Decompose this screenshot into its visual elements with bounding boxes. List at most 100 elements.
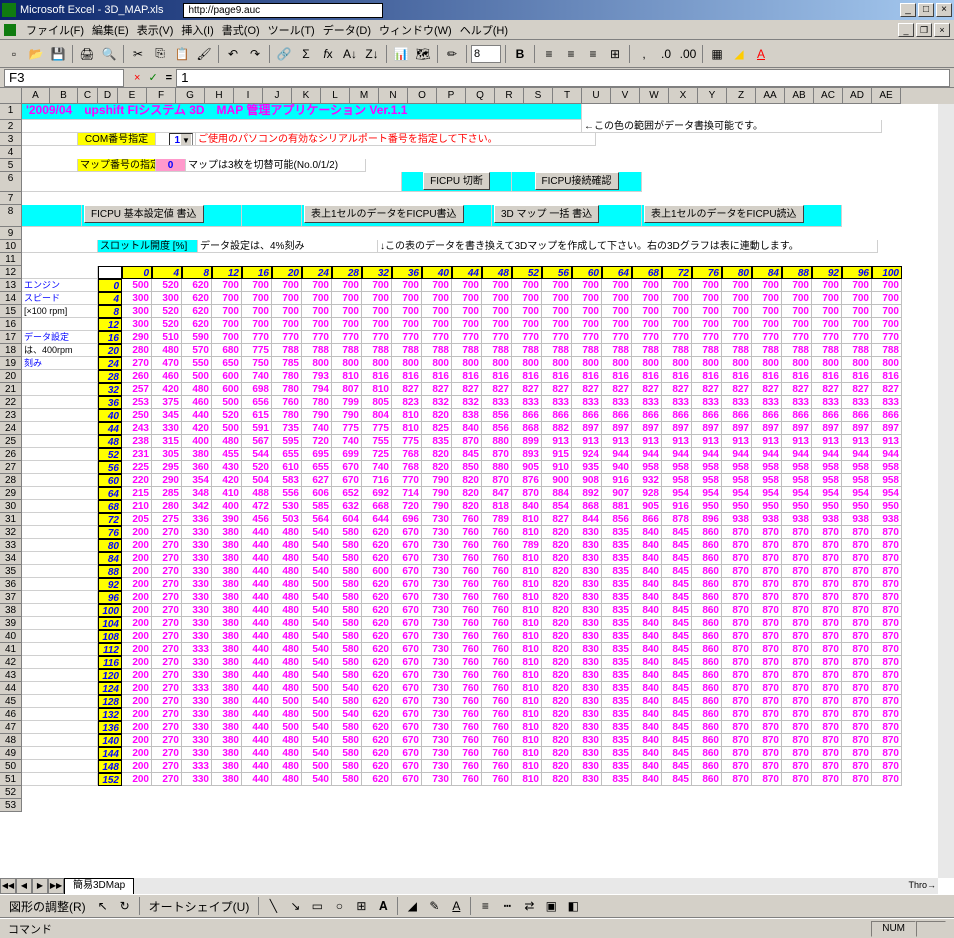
data-cell[interactable]: 860 — [692, 526, 722, 539]
column-header[interactable]: S — [524, 88, 553, 104]
data-cell[interactable]: 670 — [392, 656, 422, 669]
data-cell[interactable]: 700 — [482, 279, 512, 292]
cpu-disconnect-button[interactable]: FICPU 切断 — [423, 172, 490, 190]
column-header[interactable]: J — [263, 88, 292, 104]
data-cell[interactable]: 290 — [152, 474, 182, 487]
row-header[interactable]: 34 — [0, 552, 22, 565]
data-cell[interactable]: 866 — [722, 409, 752, 422]
data-cell[interactable]: 816 — [572, 370, 602, 383]
data-cell[interactable]: 700 — [452, 305, 482, 318]
data-cell[interactable]: 810 — [512, 682, 542, 695]
data-cell[interactable]: 835 — [602, 760, 632, 773]
data-cell[interactable]: 330 — [152, 422, 182, 435]
data-cell[interactable]: 870 — [782, 565, 812, 578]
data-cell[interactable]: 833 — [512, 396, 542, 409]
data-cell[interactable]: 700 — [302, 292, 332, 305]
data-cell[interactable]: 833 — [542, 396, 572, 409]
data-cell[interactable]: 870 — [722, 552, 752, 565]
data-cell[interactable]: 870 — [872, 630, 902, 643]
data-cell[interactable]: 870 — [782, 656, 812, 669]
data-cell[interactable]: 870 — [782, 721, 812, 734]
data-cell[interactable]: 730 — [422, 539, 452, 552]
data-cell[interactable]: 840 — [632, 565, 662, 578]
data-cell[interactable]: 400 — [182, 435, 212, 448]
data-cell[interactable]: 870 — [752, 708, 782, 721]
data-cell[interactable]: 810 — [512, 630, 542, 643]
data-cell[interactable]: 215 — [122, 487, 152, 500]
data-cell[interactable]: 827 — [842, 383, 872, 396]
data-cell[interactable]: 760 — [482, 760, 512, 773]
data-cell[interactable]: 700 — [302, 305, 332, 318]
data-cell[interactable]: 620 — [362, 773, 392, 786]
data-cell[interactable]: 760 — [452, 591, 482, 604]
data-cell[interactable]: 270 — [152, 578, 182, 591]
column-header[interactable]: W — [640, 88, 669, 104]
data-cell[interactable]: 830 — [572, 682, 602, 695]
data-cell[interactable]: 950 — [722, 500, 752, 513]
open-icon[interactable]: 📂 — [26, 44, 46, 64]
minimize-button[interactable]: _ — [900, 3, 916, 17]
menu-item[interactable]: ツール(T) — [268, 25, 315, 37]
data-cell[interactable]: 835 — [602, 669, 632, 682]
data-cell[interactable]: 700 — [422, 318, 452, 331]
data-cell[interactable]: 870 — [722, 656, 752, 669]
data-cell[interactable]: 750 — [242, 357, 272, 370]
data-cell[interactable]: 770 — [242, 331, 272, 344]
data-cell[interactable]: 832 — [422, 396, 452, 409]
data-cell[interactable]: 520 — [152, 305, 182, 318]
data-cell[interactable]: 480 — [272, 669, 302, 682]
data-cell[interactable]: 270 — [152, 747, 182, 760]
column-header[interactable]: Z — [727, 88, 756, 104]
data-cell[interactable]: 788 — [482, 344, 512, 357]
data-cell[interactable]: 833 — [692, 396, 722, 409]
data-cell[interactable]: 700 — [392, 292, 422, 305]
data-cell[interactable]: 720 — [392, 500, 422, 513]
formula-input[interactable] — [176, 69, 950, 87]
data-cell[interactable]: 270 — [152, 721, 182, 734]
data-cell[interactable]: 300 — [152, 292, 182, 305]
data-cell[interactable]: 700 — [392, 305, 422, 318]
rotate-icon[interactable]: ↻ — [115, 896, 135, 916]
data-cell[interactable]: 954 — [722, 487, 752, 500]
data-cell[interactable]: 800 — [332, 357, 362, 370]
data-cell[interactable]: 845 — [662, 747, 692, 760]
data-cell[interactable]: 620 — [362, 617, 392, 630]
data-cell[interactable]: 800 — [452, 357, 482, 370]
data-cell[interactable]: 860 — [692, 617, 722, 630]
app-menu-icon[interactable] — [4, 24, 16, 36]
data-cell[interactable]: 870 — [782, 682, 812, 695]
data-cell[interactable]: 760 — [452, 708, 482, 721]
row-header[interactable]: 32 — [0, 526, 22, 539]
data-cell[interactable]: 280 — [122, 344, 152, 357]
data-cell[interactable]: 200 — [122, 565, 152, 578]
data-cell[interactable]: 300 — [122, 305, 152, 318]
data-cell[interactable]: 938 — [812, 513, 842, 526]
data-cell[interactable]: 380 — [212, 578, 242, 591]
data-cell[interactable]: 833 — [662, 396, 692, 409]
column-header[interactable]: Y — [698, 88, 727, 104]
data-cell[interactable]: 300 — [122, 292, 152, 305]
data-cell[interactable]: 899 — [512, 435, 542, 448]
data-cell[interactable]: 580 — [332, 773, 362, 786]
data-cell[interactable]: 770 — [722, 331, 752, 344]
data-cell[interactable]: 655 — [272, 448, 302, 461]
data-cell[interactable]: 835 — [602, 526, 632, 539]
data-cell[interactable]: 270 — [152, 734, 182, 747]
data-cell[interactable]: 460 — [152, 370, 182, 383]
data-cell[interactable]: 892 — [572, 487, 602, 500]
data-cell[interactable]: 755 — [362, 435, 392, 448]
data-cell[interactable]: 913 — [662, 435, 692, 448]
basic-write-button[interactable]: FICPU 基本設定値 書込 — [84, 205, 204, 223]
cell-read-button[interactable]: 表上1セルのデータをFICPU読込 — [644, 205, 804, 223]
data-cell[interactable]: 330 — [182, 773, 212, 786]
row-header[interactable]: 4 — [0, 146, 22, 159]
data-cell[interactable]: 730 — [422, 747, 452, 760]
data-cell[interactable]: 500 — [302, 578, 332, 591]
data-cell[interactable]: 840 — [632, 721, 662, 734]
data-cell[interactable]: 540 — [302, 539, 332, 552]
data-cell[interactable]: 870 — [812, 578, 842, 591]
data-cell[interactable]: 440 — [242, 539, 272, 552]
data-cell[interactable]: 700 — [722, 305, 752, 318]
data-cell[interactable]: 928 — [632, 487, 662, 500]
data-cell[interactable]: 700 — [482, 318, 512, 331]
